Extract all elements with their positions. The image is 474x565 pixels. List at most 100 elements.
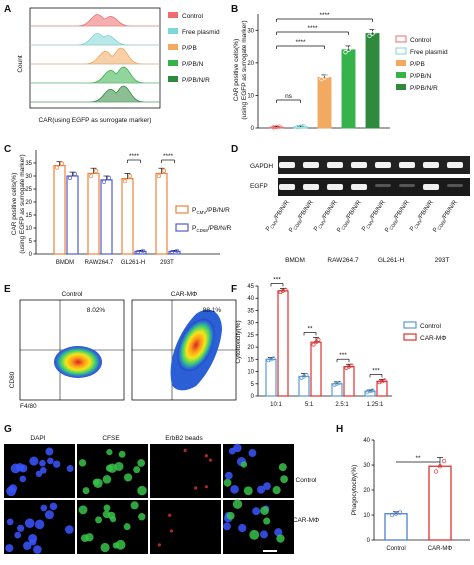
f-dot-1-1-0 <box>311 342 316 347</box>
f-ytick-label-6: 30 <box>247 321 254 327</box>
c-dot-0-3-1 <box>161 168 167 173</box>
b-bar-4 <box>365 33 380 129</box>
histogram-1 <box>30 33 160 46</box>
histogram-4 <box>30 85 160 103</box>
blot-lane-label-4: PCMV/PB/N/R <box>361 199 388 233</box>
blot-egfp-band-3 <box>351 184 367 190</box>
c-bar-0-2 <box>121 178 134 255</box>
micro-cell-1-3-11 <box>260 506 269 515</box>
c-ytick-label-4: 20 <box>25 200 32 206</box>
legend-b-label-0: Control <box>410 37 432 44</box>
legend-c-label-0: PCMV/PB/N/R <box>192 207 230 215</box>
b-ytick-label-3: 30 <box>247 28 254 34</box>
f-sig-label-2: *** <box>339 352 347 359</box>
flow-control-title: Control <box>62 291 84 298</box>
micro-cell-1-1-6 <box>130 501 139 510</box>
blot-gapdh-band-3 <box>351 162 367 168</box>
legend-a-label-1: Free plasmid <box>182 29 220 36</box>
micro-cell-0-1-3 <box>118 450 126 458</box>
blot-lane-label-0-sub: CMV <box>269 219 279 230</box>
c-dot-0-2-1 <box>127 173 133 179</box>
c-bar-0-0 <box>53 165 66 255</box>
legend-b-label-1: Free plasmid <box>410 49 448 56</box>
micro-cell-1-1-1 <box>110 516 117 523</box>
micro-tile-1-2 <box>150 500 221 554</box>
f-dot-1-1-1 <box>314 340 318 345</box>
c-dot-0-0-0 <box>54 165 60 170</box>
panel-a-legend: Control Free plasmid P/PB P/PB/N P/PB/N/… <box>168 12 220 84</box>
panel-b-chart: 0 10 20 30 CAR positive cells(%) (using EGFP … <box>233 12 390 132</box>
micro-col-beads: ErbB2 beads <box>165 435 203 442</box>
b-dot-3-2 <box>349 45 354 50</box>
blot-gapdh-band-6 <box>423 162 439 168</box>
f-dot-0-1-2 <box>304 373 309 377</box>
blot-egfp-band-2 <box>327 184 343 190</box>
micro-row-control: Control <box>296 477 318 484</box>
micro-col-dapi: DAPI <box>30 435 45 442</box>
micro-cell-1-1-5 <box>78 505 88 515</box>
h-dot-1-2 <box>441 458 447 464</box>
blot-egfp-strip <box>278 178 470 196</box>
c-dot-0-0-1 <box>59 161 65 166</box>
micro-cell-0-3-13 <box>263 482 271 491</box>
micro-cell-1-1-8 <box>123 523 131 531</box>
blot-lane-label-2: PCMV/PB/N/R <box>313 199 340 233</box>
f-dot-0-3-0 <box>365 389 370 394</box>
blot-egfp-band-5 <box>399 184 415 187</box>
micro-col-cfse: CFSE <box>102 435 120 442</box>
micro-cell-0-2-11 <box>204 485 208 489</box>
f-xtick-label-2: 2.5:1 <box>335 402 349 408</box>
micro-cell-0-1-11 <box>137 485 147 496</box>
micro-cell-1-2-2 <box>169 529 174 533</box>
blot-gapdh-band-4 <box>375 162 391 168</box>
panel-b-legend: Control Free plasmid P/PB P/PB/N P/PB/N/… <box>395 35 448 92</box>
legend-b-swatch-4 <box>396 84 406 90</box>
legend-a-label-4: P/PB/N/R <box>182 77 210 84</box>
legend-c-label-0-sub: CMV <box>196 210 206 215</box>
blot-egfp-band-1 <box>303 184 319 190</box>
b-dot-3-0 <box>343 50 348 55</box>
micro-cell-0-0-13 <box>52 460 61 468</box>
c-dot-1-3-1 <box>174 248 180 253</box>
h-bar-1 <box>428 465 452 541</box>
blot-egfp-band-6 <box>423 184 439 190</box>
f-dot-0-2-2 <box>337 380 342 385</box>
b-dot-0-2 <box>277 124 282 129</box>
micro-cell-1-3-6 <box>249 529 260 540</box>
c-ytick-label-1: 5 <box>29 239 33 245</box>
f-xtick-label-0: 10:1 <box>270 402 282 408</box>
legend-a-swatch-1 <box>168 28 178 34</box>
micro-cell-0-0-5 <box>19 475 27 483</box>
legend-b-swatch-0 <box>395 35 407 43</box>
c-dot-0-1-0 <box>88 173 94 179</box>
h-ytick-label-0: 0 <box>367 538 371 544</box>
micro-cell-0-2-6 <box>208 458 213 462</box>
f-ytick-label-3: 15 <box>247 357 254 363</box>
b-sig-label-0: ns <box>285 93 293 100</box>
micro-cell-0-3-3 <box>223 478 232 487</box>
blot-lane-label-5-sub: CD68 <box>388 218 399 231</box>
c-sig-label-0: **** <box>129 153 140 160</box>
micro-cell-1-0-10 <box>23 541 32 550</box>
panel-c-legend: PCMV/PB/N/R PCD68/PB/N/R <box>175 205 232 233</box>
f-ytick-label-5: 25 <box>247 333 254 339</box>
b-sig-label-3: **** <box>319 12 330 19</box>
h-ylabel: Phagocytocity(%) <box>351 465 358 516</box>
histogram-0 <box>30 14 160 27</box>
c-ylabel2: (using EGFP as surrogate marker) <box>19 154 26 253</box>
blot-gapdh-band-5 <box>399 162 415 168</box>
f-dot-1-2-2 <box>349 363 354 368</box>
blot-lane-label-4-p: P <box>361 226 368 233</box>
micro-cell-1-3-1 <box>252 507 261 516</box>
f-bar-1-1 <box>310 341 322 397</box>
c-dot-1-2-0 <box>135 249 141 254</box>
micro-cell-0-1-12 <box>123 473 133 482</box>
panel-a-ylabel: Count <box>17 55 24 73</box>
legend-c-swatch-1 <box>175 223 189 232</box>
legend-c-label-1-sub: CD68 <box>196 228 208 233</box>
panel-e-xlabel: F4/80 <box>20 403 37 410</box>
blot-lane-label-2-sub: CMV <box>317 219 327 230</box>
legend-f-swatch-0 <box>403 321 417 329</box>
legend-f-label-1: CAR-MΦ <box>420 335 447 342</box>
